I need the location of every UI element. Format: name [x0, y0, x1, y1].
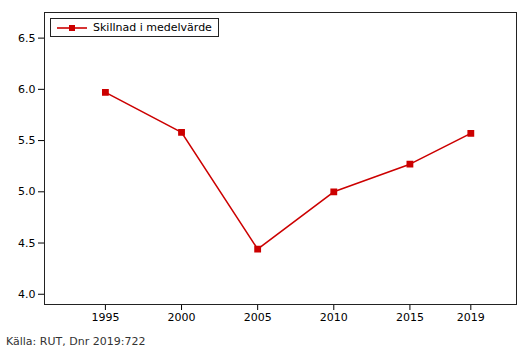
svg-text:2005: 2005 — [244, 311, 272, 324]
svg-text:5.0: 5.0 — [18, 185, 36, 198]
svg-text:1995: 1995 — [91, 311, 119, 324]
svg-text:5.5: 5.5 — [18, 134, 36, 147]
svg-text:6.0: 6.0 — [18, 83, 36, 96]
svg-text:4.0: 4.0 — [18, 288, 36, 301]
svg-text:2000: 2000 — [168, 311, 196, 324]
svg-text:6.5: 6.5 — [18, 32, 36, 45]
html-text:Källa: RUT, Dnr 2019:722: Källa: RUT, Dnr 2019:722 — [6, 335, 146, 348]
svg-text:4.5: 4.5 — [18, 237, 36, 250]
svg-text:2010: 2010 — [320, 311, 348, 324]
svg-text:2015: 2015 — [396, 311, 424, 324]
svg-text:2019: 2019 — [457, 311, 485, 324]
html-text:Skillnad i medelvärde: Skillnad i medelvärde — [93, 21, 212, 34]
